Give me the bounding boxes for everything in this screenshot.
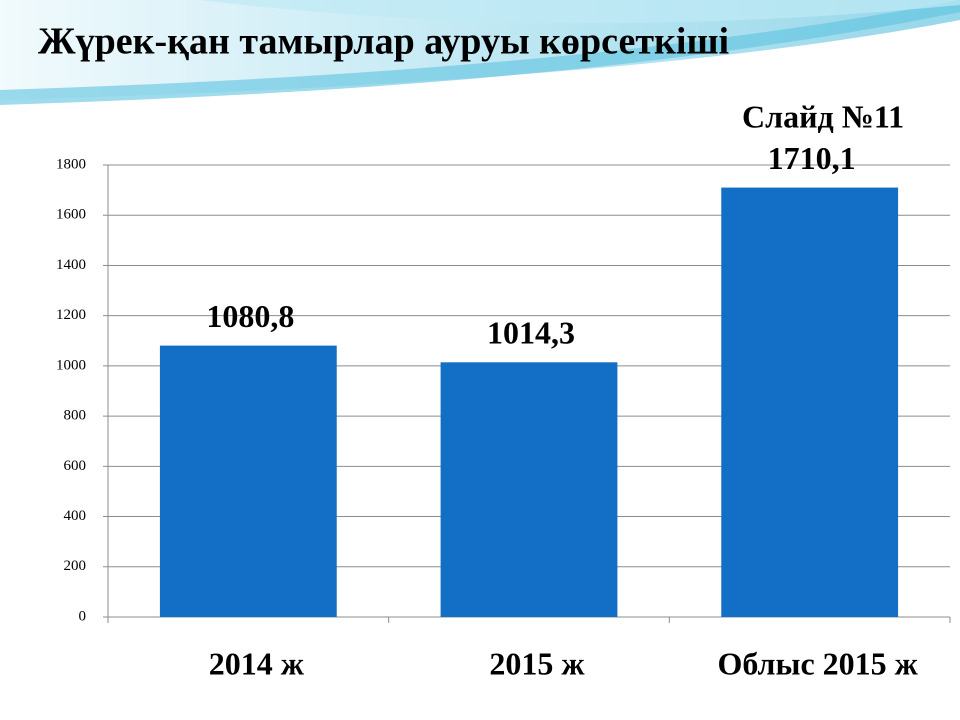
- bar: [159, 345, 337, 617]
- x-tick-label: 2014 ж: [209, 645, 305, 681]
- chart-title: Жүрек-қан тамырлар ауруы көрсеткіші: [38, 21, 729, 63]
- y-tick-label: 0: [79, 608, 87, 624]
- y-tick-label: 400: [64, 508, 87, 524]
- y-tick-label: 1800: [56, 156, 86, 172]
- y-tick-label: 200: [64, 558, 87, 574]
- value-label: 1080,8: [206, 298, 294, 334]
- y-tick-label: 1000: [56, 357, 86, 373]
- y-tick-label: 800: [64, 408, 87, 424]
- decoration: [0, 0, 960, 105]
- annotation: Слайд №11: [742, 98, 904, 134]
- y-tick-label: 1200: [56, 307, 86, 323]
- bar: [721, 187, 899, 617]
- y-tick-label: 1600: [56, 207, 86, 223]
- y-tick-label: 1400: [56, 257, 86, 273]
- value-label: 1710,1: [768, 140, 856, 176]
- x-tick-label: 2015 ж: [489, 645, 585, 681]
- y-tick-label: 600: [64, 458, 87, 474]
- plot-area: 0 200 400 600 800 1000 1200 1400 1600 1800 2014 ж 1…: [56, 140, 951, 681]
- bar: [440, 362, 618, 617]
- value-label: 1014,3: [487, 315, 575, 351]
- x-tick-label: Облыс 2015 ж: [717, 645, 918, 681]
